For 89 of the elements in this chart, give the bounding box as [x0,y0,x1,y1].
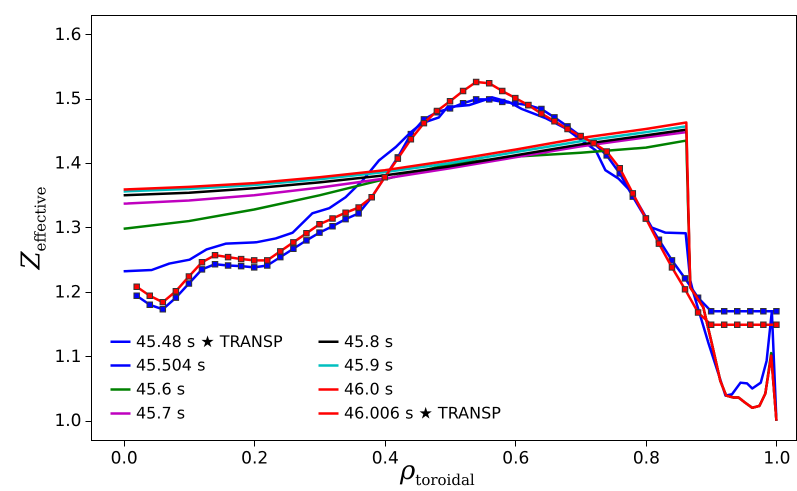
y-tick-label: 1.4 [54,154,82,174]
point [316,229,323,236]
x-tick-label: 1.0 [763,448,790,468]
point [472,78,480,86]
point [747,321,754,328]
point [460,88,466,94]
point [198,266,206,273]
point [747,308,754,314]
point [133,292,140,299]
y-tick-label: 1.0 [54,411,82,432]
line-series [122,125,688,193]
point [682,286,688,293]
point [668,264,676,271]
y-tick-label: 1.1 [54,346,82,367]
point [538,110,545,117]
point [760,308,767,314]
point [708,321,714,328]
point [238,256,244,262]
point [734,308,740,314]
x-tick-label: 0.0 [110,448,138,468]
point [551,118,558,124]
point [630,190,636,197]
legend-label: 45.9 s [344,356,394,374]
point [264,257,270,264]
point [212,252,218,258]
point [172,288,180,294]
point [603,148,610,155]
legend-label: 45.504 s [136,356,206,374]
point [277,254,284,260]
x-tick-label: 0.6 [502,448,530,468]
point [290,246,297,252]
y-tick-label: 1.3 [54,218,82,238]
point [303,237,310,244]
legend-label: 45.8 s [344,332,394,351]
point [512,94,519,102]
point [186,273,192,280]
point [720,308,728,314]
point [250,257,258,264]
point [564,126,571,132]
point [303,230,310,237]
point [224,262,232,269]
point [224,254,232,260]
y-tick-label: 1.6 [54,24,82,45]
point [486,80,492,86]
point [172,294,180,301]
point [160,306,166,313]
point [160,298,166,306]
point [408,136,414,143]
point [250,264,258,271]
point [773,321,780,328]
point [420,120,428,126]
point [329,222,336,230]
point [760,321,767,328]
point [682,275,688,282]
y-tick-label: 1.2 [54,282,82,302]
point [146,292,153,299]
point [198,259,206,266]
legend-label: 45.48 s ★ TRANSP [136,332,284,351]
x-axis-title: ρ$_{toroidal}$ [400,456,475,490]
point [277,248,284,255]
point [694,309,702,316]
point [734,321,740,328]
point [773,308,780,314]
point [146,302,153,308]
point [355,204,362,211]
line-series [122,130,688,205]
x-tick-label: 0.4 [372,448,399,468]
point [329,215,336,222]
point [446,98,454,105]
point [616,165,623,172]
legend-label: 45.7 s [136,404,186,422]
legend-label: 46.0 s [344,380,394,398]
point [212,260,218,268]
point [656,240,662,247]
x-tick-label: 0.8 [632,448,660,468]
point [186,280,192,287]
legend-label: 45.6 s [136,380,186,398]
point [720,321,728,328]
y-tick-label: 1.5 [54,89,82,110]
x-tick-label: 0.2 [241,448,268,468]
point [342,216,349,222]
point [499,88,506,94]
point [133,284,140,290]
point [316,221,323,228]
point [708,308,714,314]
point [290,239,297,246]
legend-label: 46.006 s ★ TRANSP [344,404,502,422]
point [342,209,349,216]
point [238,262,244,270]
